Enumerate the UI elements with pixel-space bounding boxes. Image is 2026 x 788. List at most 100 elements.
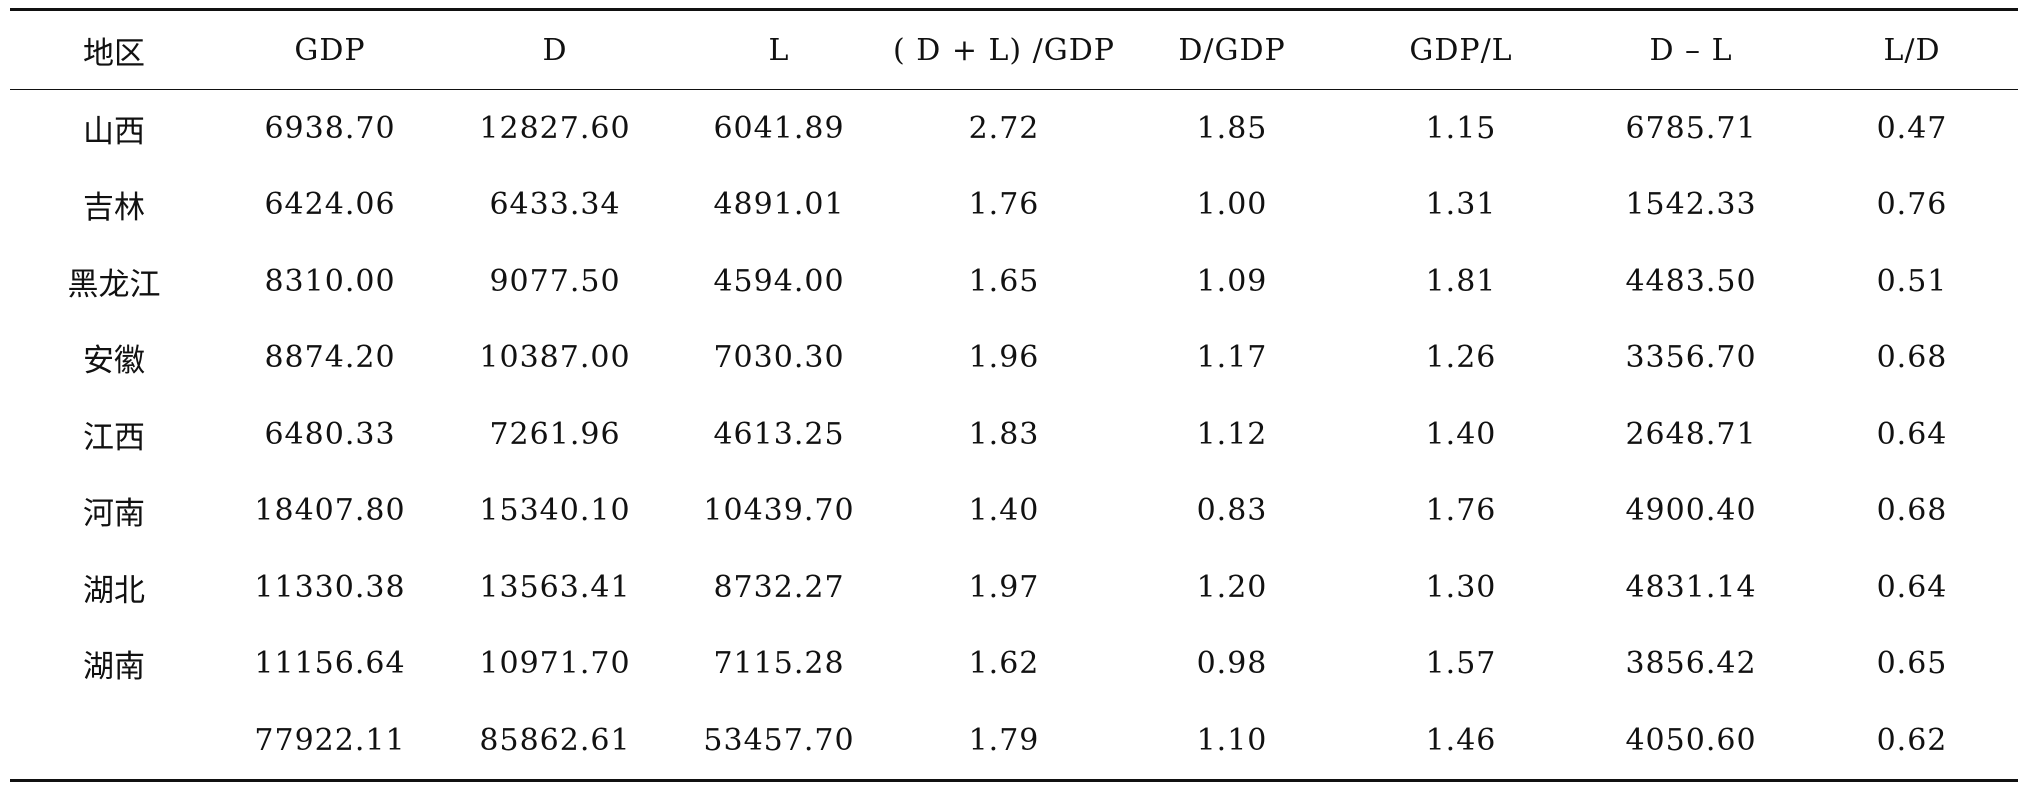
cell-d-plus-l-over-gdp: 1.97 — [968, 569, 1040, 605]
cell-l-over-d: 0.68 — [1876, 340, 1948, 376]
cell-l-over-d: 0.68 — [1876, 493, 1948, 529]
cell-d: 9077.50 — [489, 263, 621, 299]
cell-d: 6433.34 — [489, 187, 621, 223]
cell-l: 10439.70 — [703, 493, 855, 529]
table-body: 山西 6938.70 12827.60 6041.89 2.72 1.85 1.15 6785… — [10, 90, 2018, 780]
cell-gdp: 6480.33 — [264, 416, 396, 452]
cell-gdp-over-l: 1.81 — [1425, 263, 1497, 299]
cell-l-over-d: 0.51 — [1876, 263, 1948, 299]
cell-d: 10387.00 — [479, 340, 631, 376]
column-header-gdp-over-l: GDP/L — [1409, 32, 1513, 68]
data-table: 地区 GDP D L ( D + L) /GDP D/GDP GDP/L D –… — [10, 8, 2018, 782]
table-row: 江西 6480.33 7261.96 4613.25 1.83 1.12 1.40 2648.… — [10, 396, 2018, 473]
cell-l-over-d: 0.62 — [1876, 722, 1948, 758]
cell-region: 黑龙江 — [67, 266, 161, 303]
cell-d: 10971.70 — [479, 646, 631, 682]
cell-d-minus-l: 6785.71 — [1625, 110, 1757, 146]
cell-d-plus-l-over-gdp: 1.76 — [968, 187, 1040, 223]
cell-gdp-over-l: 1.57 — [1425, 646, 1497, 682]
cell-d-plus-l-over-gdp: 1.96 — [968, 340, 1040, 376]
cell-region — [10, 702, 218, 780]
cell-region: 吉林 — [83, 190, 145, 227]
cell-d-over-gdp: 1.20 — [1196, 569, 1268, 605]
cell-gdp: 18407.80 — [254, 493, 406, 529]
column-header-region: 地区 — [83, 35, 145, 72]
cell-d: 15340.10 — [479, 493, 631, 529]
cell-gdp-over-l: 1.31 — [1425, 187, 1497, 223]
cell-d: 85862.61 — [479, 722, 631, 758]
cell-gdp-over-l: 1.30 — [1425, 569, 1497, 605]
cell-region: 河南 — [83, 496, 145, 533]
cell-d-minus-l: 4050.60 — [1625, 722, 1757, 758]
cell-l-over-d: 0.64 — [1876, 416, 1948, 452]
cell-gdp-over-l: 1.46 — [1425, 722, 1497, 758]
cell-d-over-gdp: 1.09 — [1196, 263, 1268, 299]
cell-d-minus-l: 1542.33 — [1625, 187, 1757, 223]
cell-d-minus-l: 4900.40 — [1625, 493, 1757, 529]
data-table-container: 地区 GDP D L ( D + L) /GDP D/GDP GDP/L D –… — [10, 8, 2018, 782]
column-header-d-plus-l-over-gdp: ( D + L) /GDP — [893, 32, 1115, 68]
cell-gdp-over-l: 1.40 — [1425, 416, 1497, 452]
table-row: 湖北 11330.38 13563.41 8732.27 1.97 1.20 1.30 483… — [10, 549, 2018, 626]
cell-d-minus-l: 3356.70 — [1625, 340, 1757, 376]
cell-l: 4594.00 — [713, 263, 845, 299]
cell-d: 7261.96 — [489, 416, 621, 452]
cell-l-over-d: 0.47 — [1876, 110, 1948, 146]
cell-d-minus-l: 4831.14 — [1625, 569, 1757, 605]
cell-l-over-d: 0.65 — [1876, 646, 1948, 682]
cell-d-over-gdp: 0.83 — [1196, 493, 1268, 529]
cell-d-minus-l: 2648.71 — [1625, 416, 1757, 452]
cell-d: 13563.41 — [479, 569, 631, 605]
cell-d-minus-l: 3856.42 — [1625, 646, 1757, 682]
column-header-l-over-d: L/D — [1883, 32, 1941, 68]
column-header-d-minus-l: D – L — [1649, 32, 1733, 68]
cell-d-plus-l-over-gdp: 2.72 — [968, 110, 1040, 146]
cell-l: 7115.28 — [713, 646, 845, 682]
cell-gdp: 77922.11 — [254, 722, 406, 758]
column-header-d-over-gdp: D/GDP — [1178, 32, 1286, 68]
cell-region: 安徽 — [83, 343, 145, 380]
cell-gdp: 11156.64 — [254, 646, 406, 682]
cell-d-over-gdp: 1.00 — [1196, 187, 1268, 223]
cell-gdp-over-l: 1.26 — [1425, 340, 1497, 376]
cell-d: 12827.60 — [479, 110, 631, 146]
cell-gdp-over-l: 1.76 — [1425, 493, 1497, 529]
cell-gdp: 6424.06 — [264, 187, 396, 223]
cell-l: 4891.01 — [713, 187, 845, 223]
cell-gdp-over-l: 1.15 — [1425, 110, 1497, 146]
table-header: 地区 GDP D L ( D + L) /GDP D/GDP GDP/L D –… — [10, 9, 2018, 90]
cell-region: 湖北 — [83, 572, 145, 609]
cell-region: 山西 — [83, 113, 145, 150]
cell-gdp: 11330.38 — [254, 569, 406, 605]
cell-d-plus-l-over-gdp: 1.79 — [968, 722, 1040, 758]
cell-d-minus-l: 4483.50 — [1625, 263, 1757, 299]
cell-d-plus-l-over-gdp: 1.65 — [968, 263, 1040, 299]
cell-d-plus-l-over-gdp: 1.83 — [968, 416, 1040, 452]
table-row: 黑龙江 8310.00 9077.50 4594.00 1.65 1.09 1.81 4483… — [10, 243, 2018, 320]
cell-gdp: 8874.20 — [264, 340, 396, 376]
cell-d-over-gdp: 1.17 — [1196, 340, 1268, 376]
table-row: 77922.11 85862.61 53457.70 1.79 1.10 1.46 4050… — [10, 702, 2018, 780]
cell-l: 53457.70 — [703, 722, 855, 758]
header-row: 地区 GDP D L ( D + L) /GDP D/GDP GDP/L D –… — [10, 9, 2018, 90]
column-header-gdp: GDP — [294, 32, 366, 68]
cell-d-over-gdp: 1.85 — [1196, 110, 1268, 146]
cell-l: 4613.25 — [713, 416, 845, 452]
cell-gdp: 8310.00 — [264, 263, 396, 299]
cell-l: 6041.89 — [713, 110, 845, 146]
cell-l: 8732.27 — [713, 569, 845, 605]
cell-region: 江西 — [83, 419, 145, 456]
cell-l-over-d: 0.76 — [1876, 187, 1948, 223]
cell-d-plus-l-over-gdp: 1.62 — [968, 646, 1040, 682]
cell-d-plus-l-over-gdp: 1.40 — [968, 493, 1040, 529]
table-row: 河南 18407.80 15340.10 10439.70 1.40 0.83 1.76 49… — [10, 473, 2018, 550]
cell-d-over-gdp: 0.98 — [1196, 646, 1268, 682]
cell-region: 湖南 — [83, 649, 145, 686]
table-row: 吉林 6424.06 6433.34 4891.01 1.76 1.00 1.31 1542.… — [10, 167, 2018, 244]
column-header-l: L — [768, 32, 790, 68]
column-header-d: D — [542, 32, 568, 68]
cell-d-over-gdp: 1.10 — [1196, 722, 1268, 758]
table-row: 安徽 8874.20 10387.00 7030.30 1.96 1.17 1.26 3356… — [10, 320, 2018, 397]
cell-l-over-d: 0.64 — [1876, 569, 1948, 605]
cell-l: 7030.30 — [713, 340, 845, 376]
